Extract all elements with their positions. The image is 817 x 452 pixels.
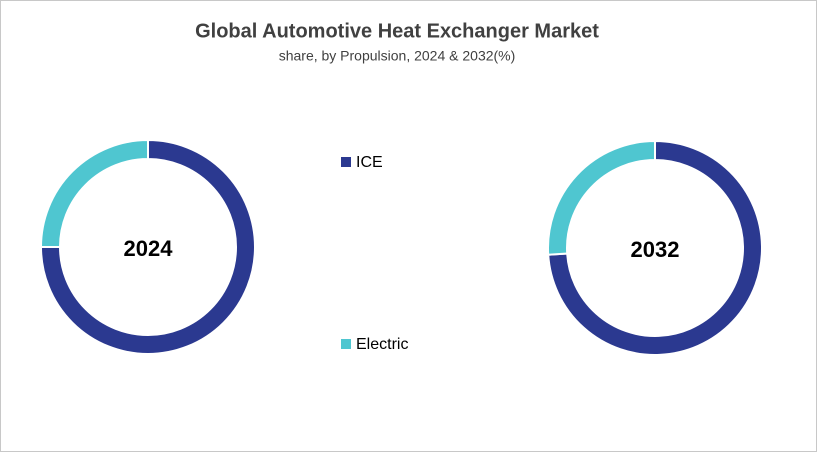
donut-segment (39, 138, 149, 248)
legend-label: ICE (356, 154, 383, 171)
legend-swatch (341, 157, 351, 167)
donut-segment (39, 138, 256, 355)
donut-segment (547, 139, 763, 356)
donut-center-label: 2032 (631, 237, 680, 262)
legend-swatch (341, 339, 351, 349)
chart-subtitle: share, by Propulsion, 2024 & 2032(%) (279, 48, 516, 64)
donut-center-label: 2024 (124, 236, 174, 261)
legend-label: Electric (356, 336, 408, 353)
chart-title: Global Automotive Heat Exchanger Market (195, 20, 599, 42)
donut-segment (547, 139, 656, 256)
